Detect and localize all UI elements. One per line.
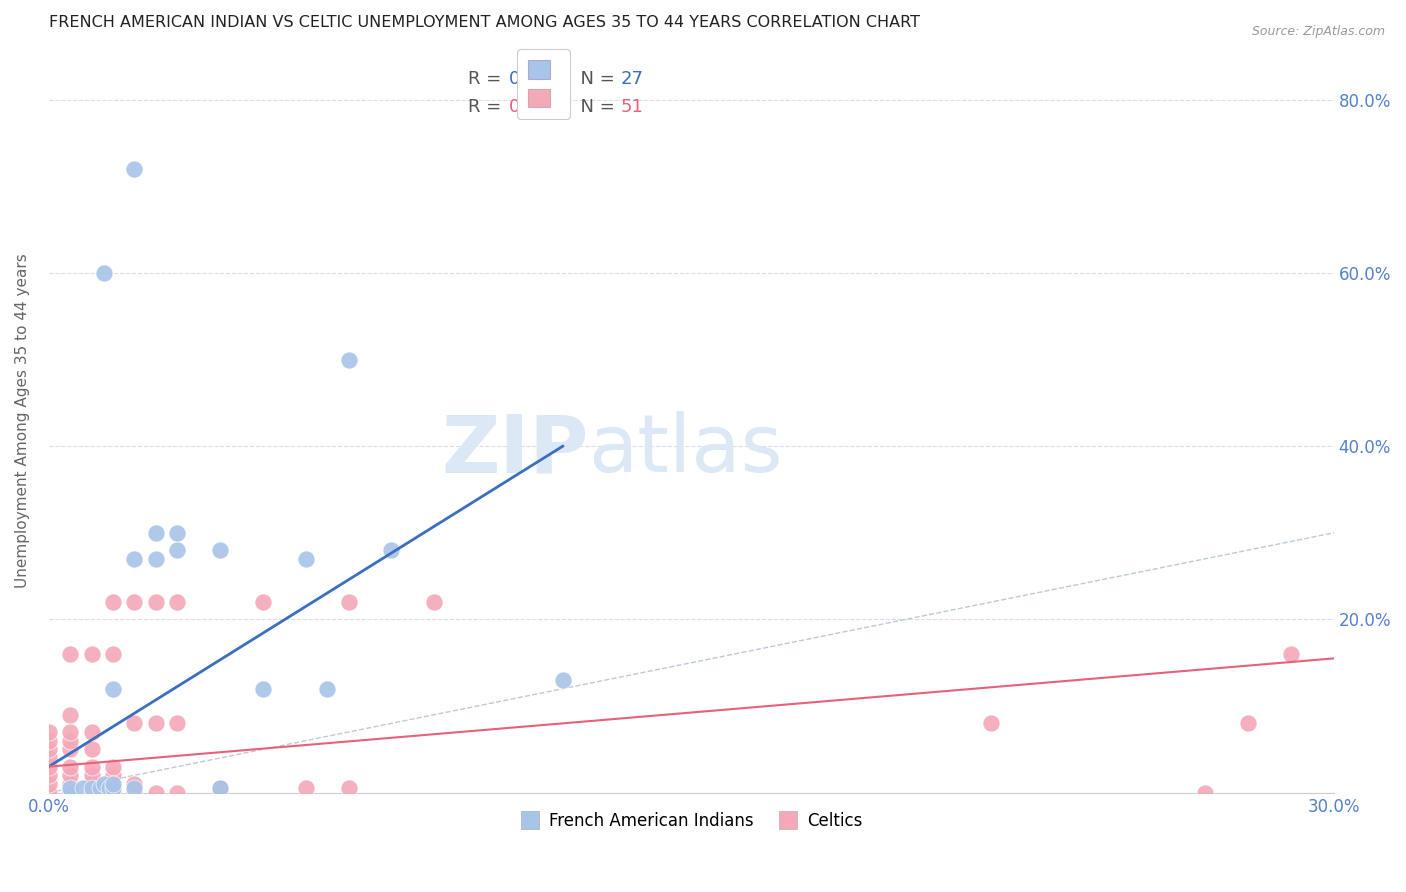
Point: [337, 595, 360, 609]
Point: [38, 777, 60, 791]
Point: [1194, 786, 1216, 800]
Point: [80, 781, 103, 796]
Point: [59, 742, 82, 756]
Point: [380, 543, 402, 558]
Point: [59, 777, 82, 791]
Point: [166, 786, 188, 800]
Point: [101, 647, 124, 661]
Point: [59, 647, 82, 661]
Point: [101, 781, 124, 796]
Point: [145, 525, 167, 540]
Point: [80, 725, 103, 739]
Text: FRENCH AMERICAN INDIAN VS CELTIC UNEMPLOYMENT AMONG AGES 35 TO 44 YEARS CORRELAT: FRENCH AMERICAN INDIAN VS CELTIC UNEMPLO…: [49, 15, 920, 30]
Point: [59, 786, 82, 800]
Point: [80, 786, 103, 800]
Point: [72, 781, 94, 796]
Point: [124, 595, 146, 609]
Point: [145, 595, 167, 609]
Point: [101, 595, 124, 609]
Point: [59, 725, 82, 739]
Point: [59, 786, 82, 800]
Point: [80, 786, 103, 800]
Point: [145, 551, 167, 566]
Point: [93, 266, 115, 280]
Point: [124, 716, 146, 731]
Point: [166, 543, 188, 558]
Text: 51: 51: [620, 98, 644, 117]
Text: atlas: atlas: [588, 411, 783, 489]
Point: [423, 595, 446, 609]
Point: [80, 759, 103, 773]
Point: [59, 759, 82, 773]
Point: [101, 786, 124, 800]
Legend: French American Indians, Celtics: French American Indians, Celtics: [513, 805, 869, 837]
Point: [124, 551, 146, 566]
Point: [209, 781, 232, 796]
Point: [101, 681, 124, 696]
Text: 0.182: 0.182: [509, 98, 560, 117]
Point: [80, 647, 103, 661]
Y-axis label: Unemployment Among Ages 35 to 44 years: Unemployment Among Ages 35 to 44 years: [15, 252, 30, 588]
Point: [38, 751, 60, 765]
Point: [89, 781, 111, 796]
Point: [166, 716, 188, 731]
Point: [252, 595, 274, 609]
Point: [59, 768, 82, 782]
Point: [59, 707, 82, 722]
Point: [124, 781, 146, 796]
Point: [209, 786, 232, 800]
Point: [38, 759, 60, 773]
Point: [38, 733, 60, 747]
Point: [80, 768, 103, 782]
Point: [38, 768, 60, 782]
Text: R =: R =: [468, 70, 506, 88]
Text: Source: ZipAtlas.com: Source: ZipAtlas.com: [1251, 25, 1385, 38]
Text: ZIP: ZIP: [441, 411, 588, 489]
Point: [316, 681, 339, 696]
Point: [209, 781, 232, 796]
Text: N =: N =: [569, 98, 620, 117]
Point: [101, 777, 124, 791]
Point: [59, 781, 82, 796]
Point: [101, 777, 124, 791]
Point: [1279, 647, 1302, 661]
Point: [38, 786, 60, 800]
Text: N =: N =: [569, 70, 620, 88]
Point: [209, 543, 232, 558]
Point: [38, 742, 60, 756]
Point: [97, 781, 120, 796]
Point: [551, 673, 574, 687]
Point: [166, 525, 188, 540]
Point: [294, 781, 316, 796]
Point: [80, 742, 103, 756]
Text: 0.417: 0.417: [509, 70, 560, 88]
Text: R =: R =: [468, 98, 506, 117]
Point: [145, 786, 167, 800]
Text: 27: 27: [620, 70, 644, 88]
Point: [294, 551, 316, 566]
Point: [337, 352, 360, 367]
Point: [38, 725, 60, 739]
Point: [80, 777, 103, 791]
Point: [1237, 716, 1260, 731]
Point: [337, 781, 360, 796]
Point: [124, 777, 146, 791]
Point: [101, 768, 124, 782]
Point: [145, 716, 167, 731]
Point: [252, 681, 274, 696]
Point: [93, 777, 115, 791]
Point: [59, 733, 82, 747]
Point: [166, 595, 188, 609]
Point: [124, 786, 146, 800]
Point: [980, 716, 1002, 731]
Point: [101, 759, 124, 773]
Point: [124, 162, 146, 177]
